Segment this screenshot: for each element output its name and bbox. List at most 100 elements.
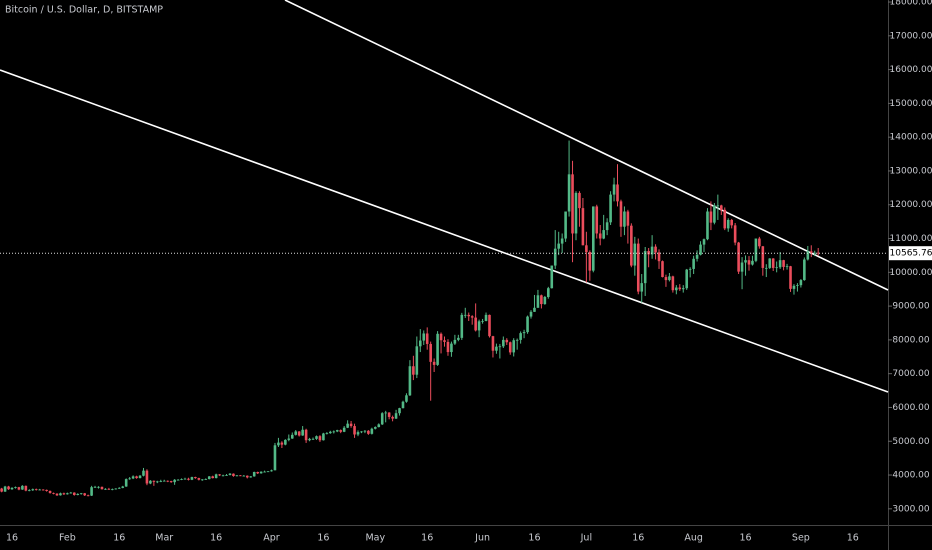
candle-body — [391, 416, 394, 419]
candle-body — [643, 251, 647, 284]
candle-body — [374, 427, 377, 429]
candle-body — [550, 265, 554, 289]
candle-body — [370, 428, 374, 434]
candle-body — [86, 495, 90, 497]
candle-body — [325, 433, 329, 434]
candle-body — [162, 480, 166, 482]
candle-body — [685, 269, 689, 289]
candle-body — [304, 429, 308, 441]
candle-body — [159, 481, 163, 482]
candle-body — [519, 333, 522, 340]
candle-body — [553, 248, 557, 266]
candle-body — [342, 427, 346, 432]
candle-body — [335, 430, 339, 432]
candle-body — [329, 431, 332, 434]
candle-body — [432, 361, 436, 365]
candle-body — [640, 283, 644, 292]
candle-body — [443, 340, 446, 342]
candle-body — [709, 211, 713, 223]
candle-body — [657, 252, 661, 262]
candle-body — [311, 438, 315, 440]
last-price-label: 10565.76 — [890, 249, 932, 259]
x-tick-label: 16 — [528, 533, 540, 544]
candle-body — [318, 436, 322, 441]
candle-body — [356, 432, 360, 435]
candle-body — [259, 471, 263, 474]
y-tick-label: 6000.00 — [892, 403, 929, 413]
candle-body — [567, 174, 571, 212]
candle-body — [803, 259, 806, 281]
candle-body — [266, 471, 270, 473]
candle-body — [239, 475, 242, 477]
candle-body — [560, 238, 564, 244]
candle-body — [121, 486, 125, 488]
candle-body — [55, 493, 59, 496]
candle-body — [457, 337, 460, 340]
candle-body — [277, 442, 280, 446]
candle-body — [796, 285, 799, 286]
candle-body — [498, 346, 502, 348]
candle-body — [792, 285, 796, 289]
candle-body — [771, 258, 775, 268]
candle-body — [816, 252, 820, 254]
candle-body — [782, 260, 785, 267]
candle-body — [543, 296, 547, 305]
candle-body — [45, 489, 48, 491]
candle-body — [699, 244, 702, 255]
candle-body — [450, 343, 453, 353]
candle-body — [522, 332, 526, 334]
candle-body — [578, 192, 581, 209]
candle-body — [284, 439, 287, 445]
candle-body — [799, 280, 803, 286]
candle-body — [453, 339, 457, 344]
candle-body — [425, 333, 429, 344]
candle-body — [547, 288, 550, 297]
y-tick-label: 12000.00 — [890, 200, 932, 210]
candle-body — [789, 266, 792, 289]
candle-body — [197, 478, 201, 480]
candle-body — [429, 343, 432, 362]
candle-body — [747, 260, 751, 265]
x-tick-label: 16 — [113, 533, 125, 544]
candle-body — [180, 479, 183, 480]
candle-body — [214, 474, 218, 479]
y-tick-label: 18000.00 — [890, 0, 932, 8]
candle-body — [69, 492, 73, 494]
candle-body — [650, 246, 654, 255]
candle-body — [463, 314, 467, 316]
y-tick-label: 15000.00 — [890, 99, 932, 109]
candle-body — [502, 339, 505, 347]
x-tick-label: Mar — [155, 533, 173, 544]
candle-body — [623, 211, 626, 227]
candle-body — [491, 336, 495, 351]
candle-body — [245, 475, 249, 478]
x-tick-label: Sep — [792, 533, 810, 544]
candle-body — [574, 192, 578, 234]
candle-body — [131, 476, 135, 479]
candle-body — [761, 246, 765, 268]
candle-body — [107, 488, 111, 490]
candle-body — [636, 243, 640, 292]
candle-body — [612, 184, 616, 195]
candle-body — [156, 481, 159, 483]
candle-body — [315, 436, 318, 439]
x-tick-label: 16 — [317, 533, 329, 544]
candle-body — [505, 339, 509, 343]
trend-line — [284, 0, 889, 291]
candle-body — [460, 314, 464, 338]
candle-body — [287, 438, 291, 440]
candle-body — [273, 445, 277, 471]
candle-body — [10, 487, 14, 490]
candle-body — [149, 480, 152, 484]
candle-body — [484, 314, 488, 321]
y-tick-label: 8000.00 — [892, 335, 929, 345]
x-tick-label: Jun — [474, 533, 490, 544]
candle-body — [72, 492, 76, 495]
candle-body — [474, 317, 477, 331]
x-tick-label: Jul — [580, 533, 592, 544]
candle-body — [31, 489, 35, 491]
candle-body — [387, 412, 391, 417]
candle-body — [111, 489, 114, 491]
candle-body — [495, 346, 498, 351]
